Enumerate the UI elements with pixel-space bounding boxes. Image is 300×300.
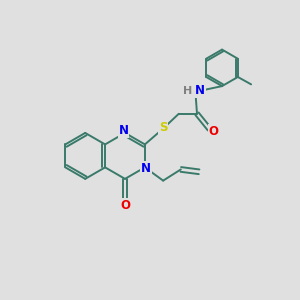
Text: H: H — [183, 86, 192, 96]
Text: N: N — [141, 162, 152, 175]
Text: S: S — [159, 121, 167, 134]
Text: O: O — [209, 125, 219, 138]
Text: O: O — [120, 199, 130, 212]
Text: N: N — [195, 84, 205, 97]
Text: N: N — [118, 124, 128, 137]
